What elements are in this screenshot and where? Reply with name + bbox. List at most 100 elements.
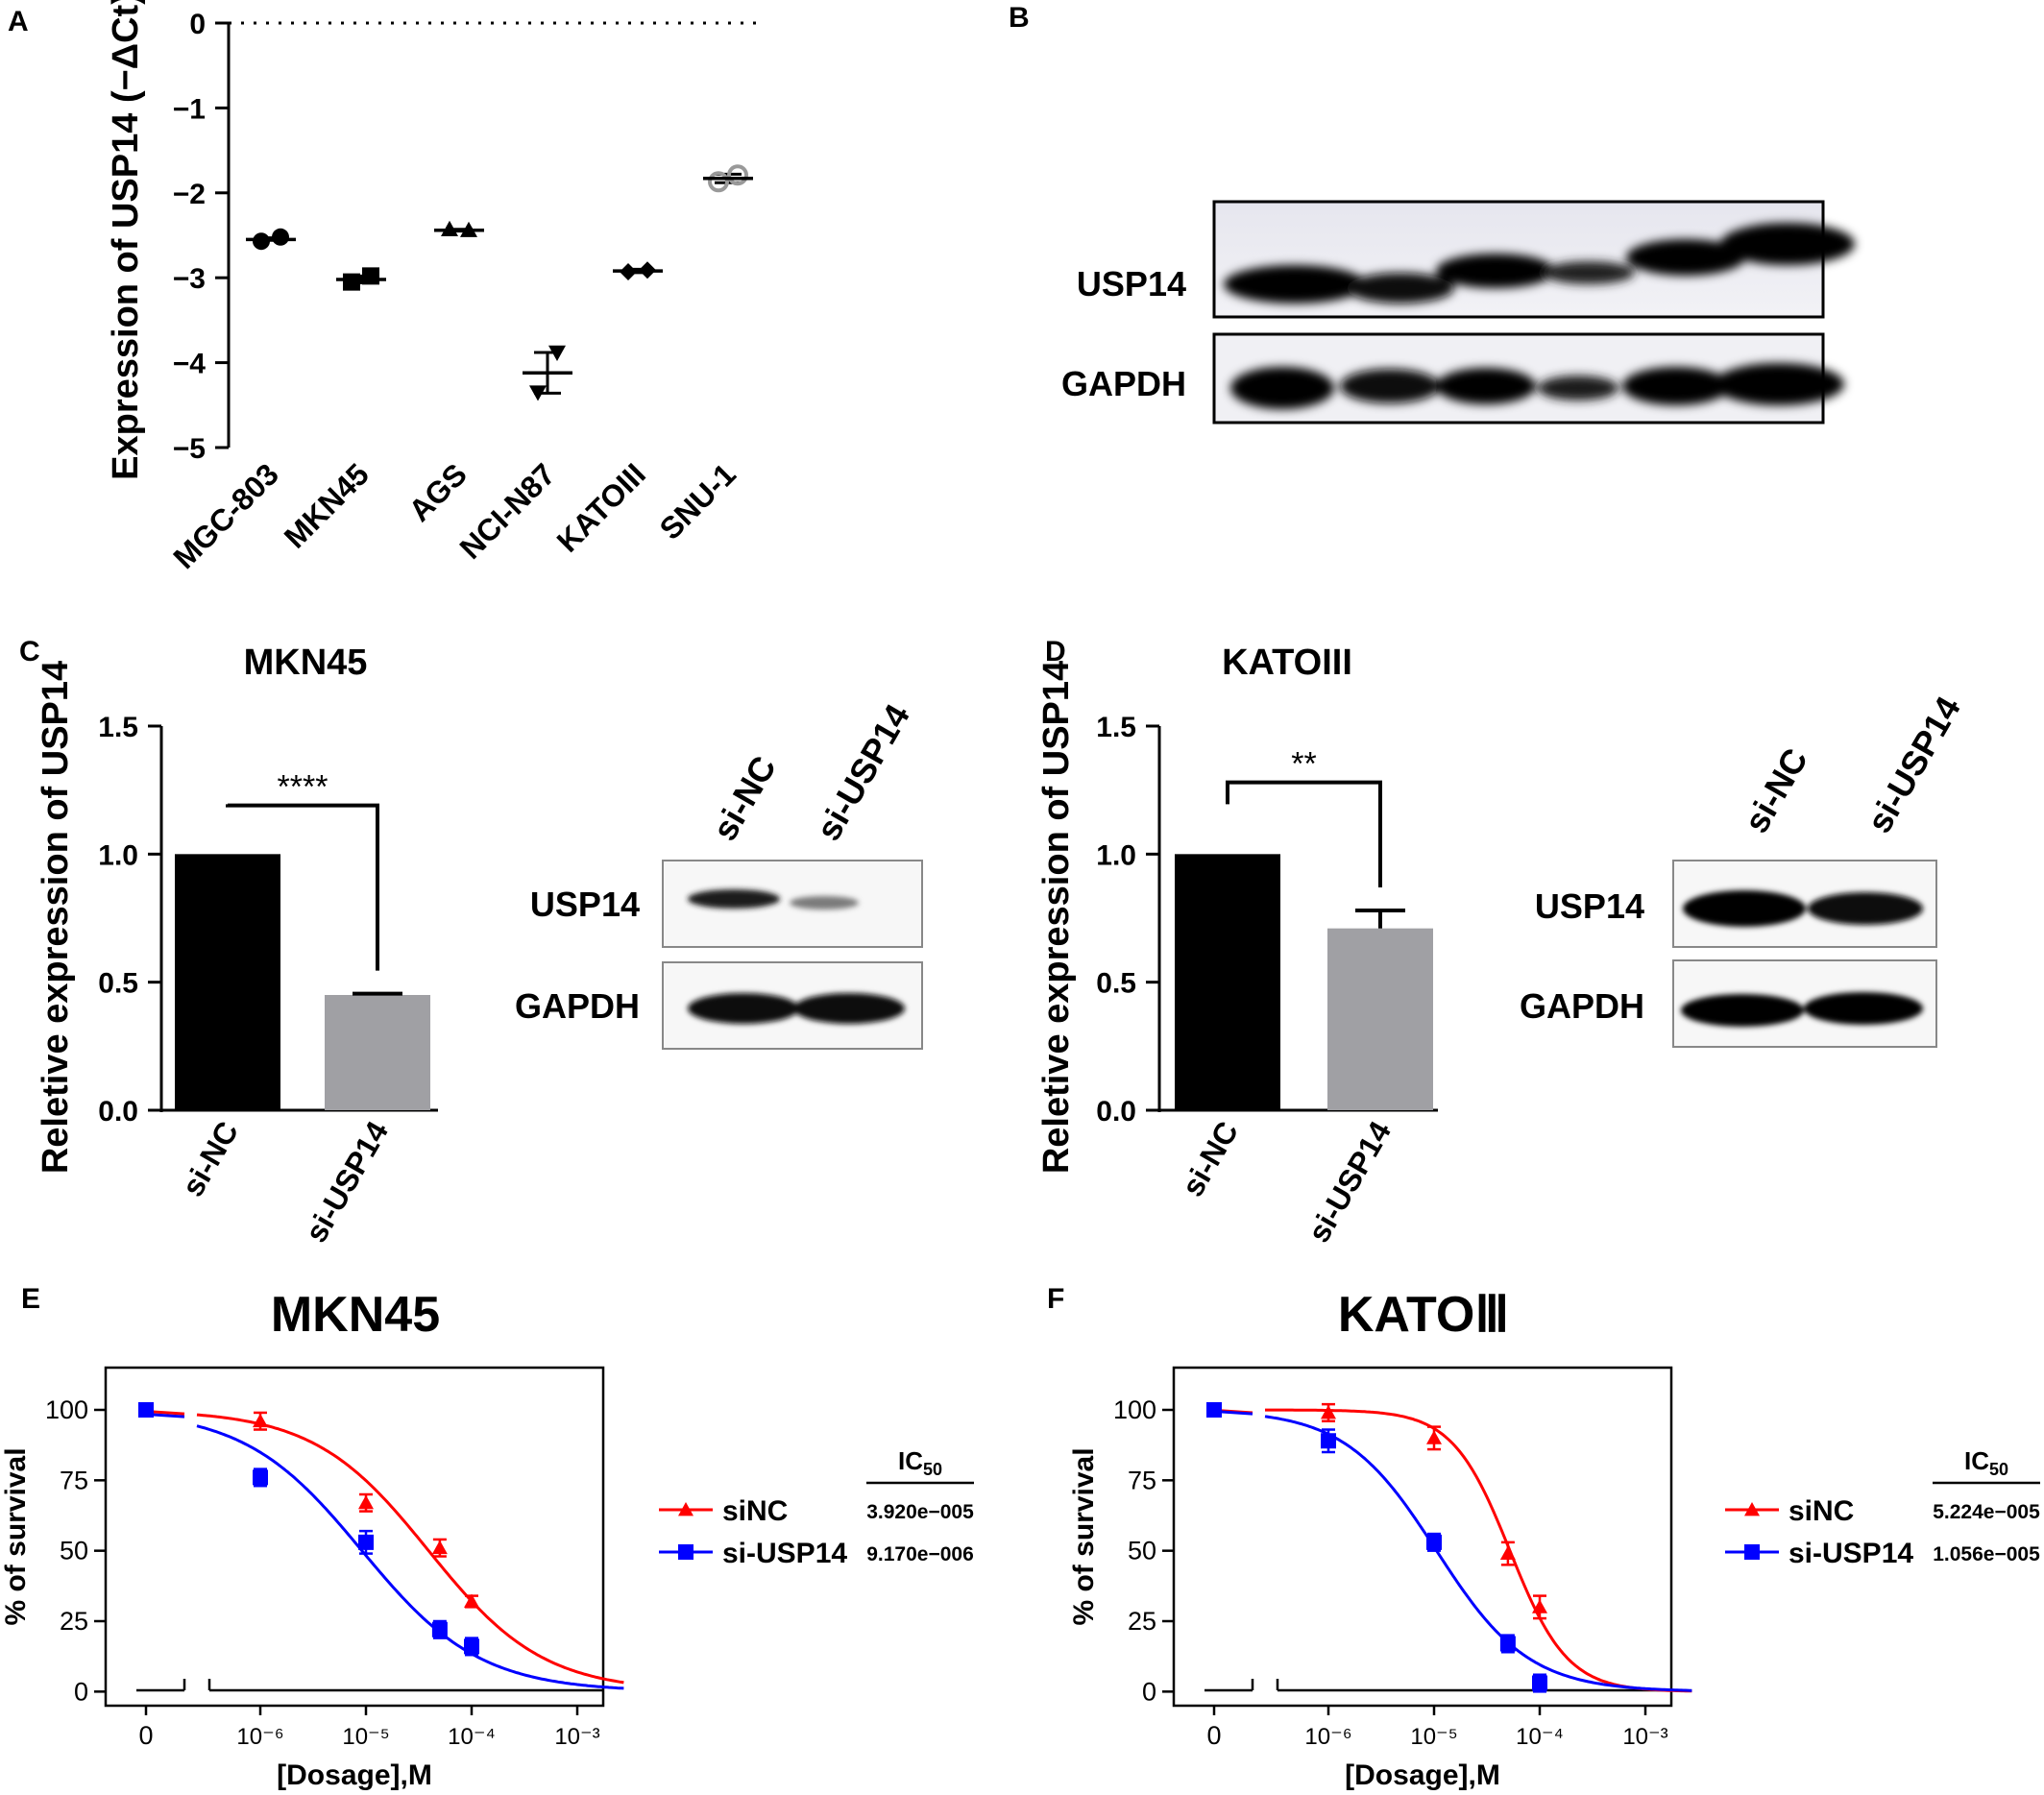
panel-e-y-tick-label: 75 bbox=[60, 1466, 88, 1494]
panel-a-y-tick-label: −3 bbox=[173, 263, 206, 295]
panel-e-title: MKN45 bbox=[271, 1287, 440, 1343]
blot-c-usp14-label: USP14 bbox=[530, 885, 640, 924]
panel-e-data-point-si-usp14 bbox=[253, 1469, 268, 1486]
panel-a-data-point bbox=[272, 228, 289, 246]
blot-d-gapdh-band-si-usp14 bbox=[1804, 992, 1923, 1025]
panel-e-data-point-si-usp14 bbox=[138, 1402, 154, 1418]
panel-f-x-tick-label: 10⁻⁴ bbox=[1516, 1724, 1564, 1750]
blot-c-lane-label-si-usp14: si-USP14 bbox=[808, 697, 917, 847]
panel-a-x-label-nci-n87: NCI-N87 bbox=[452, 456, 561, 565]
panel-e-x-tick-label: 10⁻³ bbox=[554, 1724, 599, 1750]
panel-e-data-point-sinc bbox=[253, 1413, 268, 1428]
panel-a-group-ags bbox=[434, 220, 484, 237]
blot-b-gapdh-label: GAPDH bbox=[1061, 364, 1186, 403]
panel-e-plot-frame bbox=[104, 1366, 605, 1708]
legend-f-marker-si-usp14 bbox=[1744, 1544, 1760, 1560]
panel-a-x-label-ags: AGS bbox=[402, 456, 473, 527]
panel-e-x-axis-label: [Dosage],M bbox=[277, 1759, 432, 1791]
legend-e-label-sinc: siNC bbox=[722, 1495, 788, 1527]
panel-c-significance-bracket bbox=[226, 803, 379, 971]
panel-e-y-tick-label: 100 bbox=[45, 1395, 88, 1424]
ic50-f-value-sinc: 5.224e−005 bbox=[1933, 1501, 2040, 1523]
panel-e-fit-curve-sinc bbox=[196, 1413, 624, 1685]
panel-f-y-axis-label: % of survival bbox=[1068, 1447, 1100, 1625]
panel-c-bar-chart: MKN45 Reletive expression of USP14 0.0 0.… bbox=[36, 643, 438, 1249]
blot-d-gapdh-label: GAPDH bbox=[1520, 986, 1644, 1026]
panel-c-significance-label: **** bbox=[278, 769, 328, 806]
panel-label-b: B bbox=[1009, 2, 1030, 34]
panel-e-data-point-si-usp14 bbox=[358, 1534, 374, 1550]
panel-a-group-snu-1 bbox=[703, 164, 753, 193]
panel-c-x-label-si-usp14: si-USP14 bbox=[299, 1115, 396, 1248]
panel-a-group-mgc-803 bbox=[246, 228, 296, 251]
panel-d-title: KATOIII bbox=[1222, 643, 1352, 683]
panel-a-data-point bbox=[708, 171, 729, 193]
panel-label-c: C bbox=[19, 636, 40, 667]
panel-d-bar-si-nc bbox=[1175, 854, 1280, 1110]
panel-f-data-point-si-usp14 bbox=[1321, 1433, 1336, 1449]
legend-e-marker-si-usp14 bbox=[678, 1544, 694, 1560]
panel-a-group-mkn45 bbox=[336, 267, 386, 291]
blot-c-gapdh-label: GAPDH bbox=[515, 986, 640, 1026]
panel-label-f: F bbox=[1047, 1283, 1064, 1315]
panel-a-group-katoiii bbox=[613, 261, 663, 281]
panel-a-data-point bbox=[727, 164, 748, 186]
blot-b-usp14-band-katoiii bbox=[1626, 239, 1745, 276]
panel-a-y-tick-label: −4 bbox=[173, 349, 207, 380]
panel-a-x-label-snu-1: SNU-1 bbox=[653, 456, 742, 546]
panel-e-y-tick-label: 25 bbox=[60, 1607, 88, 1636]
panel-d-bar-chart: KATOIII Reletive expression of USP14 0.0… bbox=[1036, 643, 1438, 1249]
panel-a-x-label-katoiii: KATOIII bbox=[550, 456, 652, 558]
blot-d-usp14-band-si-nc bbox=[1683, 890, 1806, 927]
panel-d-y-tick-label: 0.0 bbox=[1096, 1096, 1136, 1128]
panel-f-fit-curve-si-usp14 bbox=[1264, 1415, 1692, 1692]
panel-f-y-tick-label: 25 bbox=[1128, 1607, 1156, 1636]
panel-b-western-blot: USP14 GAPDH bbox=[1061, 200, 1855, 424]
panel-a-data-point bbox=[441, 220, 458, 237]
panel-f-data-point-si-usp14 bbox=[1206, 1402, 1222, 1418]
panel-a-y-tick-label: −5 bbox=[173, 433, 206, 465]
blot-b-gapdh-band-mgc803 bbox=[1230, 367, 1334, 409]
panel-f-y-tick-label: 50 bbox=[1128, 1537, 1156, 1565]
panel-f-data-point-sinc bbox=[1499, 1545, 1516, 1560]
panel-f-x-tick-label: 10⁻⁵ bbox=[1410, 1724, 1457, 1750]
legend-e-marker-sinc bbox=[678, 1502, 694, 1516]
panel-a-data-point bbox=[529, 385, 547, 401]
panel-f-y-tick-label: 100 bbox=[1113, 1395, 1156, 1424]
panel-f-title: KATOⅢ bbox=[1338, 1287, 1509, 1343]
panel-a-data-point bbox=[253, 232, 270, 251]
panel-f-x-axis-label: [Dosage],M bbox=[1345, 1759, 1500, 1791]
panel-c-bar-si-usp14 bbox=[325, 995, 430, 1110]
blot-b-usp14-band-ags bbox=[1436, 254, 1555, 288]
panel-e-x-tick-label: 10⁻⁶ bbox=[236, 1724, 283, 1750]
panel-e-data-point-si-usp14 bbox=[431, 1621, 448, 1637]
panel-e-dose-response-chart: MKN45 % of survival [Dosage],M 0 25 50 75 10… bbox=[0, 1287, 974, 1791]
panel-f-data-point-sinc bbox=[1426, 1430, 1442, 1444]
panel-d-x-label-si-usp14: si-USP14 bbox=[1302, 1115, 1399, 1248]
panel-f-x-tick-label: 0 bbox=[1206, 1721, 1221, 1750]
panel-d-y-axis-label: Reletive expression of USP14 bbox=[1036, 661, 1077, 1174]
ic50-e-value-sinc: 3.920e−005 bbox=[866, 1501, 974, 1523]
blot-c-lane-label-si-nc: si-NC bbox=[704, 749, 784, 847]
panel-a-x-label-mgc-803: MGC-803 bbox=[166, 456, 285, 575]
blot-c-usp14-band-si-usp14 bbox=[790, 896, 859, 910]
panel-c-western-blot: si-NC si-USP14 USP14 GAPDH bbox=[515, 697, 923, 1050]
ic50-f-value-si-usp14: 1.056e−005 bbox=[1933, 1543, 2040, 1565]
blot-d-gapdh-band-si-nc bbox=[1681, 994, 1804, 1027]
panel-a-y-tick-label: 0 bbox=[189, 9, 206, 40]
legend-e-label-si-usp14: si-USP14 bbox=[722, 1538, 847, 1569]
panel-a-data-point bbox=[362, 267, 379, 285]
legend-f-marker-sinc bbox=[1744, 1502, 1760, 1516]
blot-d-usp14-band-si-usp14 bbox=[1808, 892, 1923, 925]
blot-b-usp14-band-snu1 bbox=[1720, 223, 1855, 265]
blot-d-lane-label-si-usp14: si-USP14 bbox=[1859, 690, 1968, 839]
ic50-e-value-si-usp14: 9.170e−006 bbox=[866, 1543, 974, 1565]
panel-e-data-point-sinc bbox=[431, 1540, 448, 1555]
panel-f-plot-frame bbox=[1172, 1366, 1673, 1708]
panel-f-x-tick-label: 10⁻⁶ bbox=[1304, 1724, 1351, 1750]
blot-b-usp14-label: USP14 bbox=[1077, 264, 1186, 303]
panel-c-y-tick-label: 1.5 bbox=[98, 712, 138, 743]
panel-f-y-tick-label: 0 bbox=[1142, 1677, 1156, 1706]
panel-e-x-tick-label: 10⁻⁴ bbox=[448, 1724, 496, 1750]
panel-d-x-label-si-nc: si-NC bbox=[1175, 1116, 1245, 1202]
